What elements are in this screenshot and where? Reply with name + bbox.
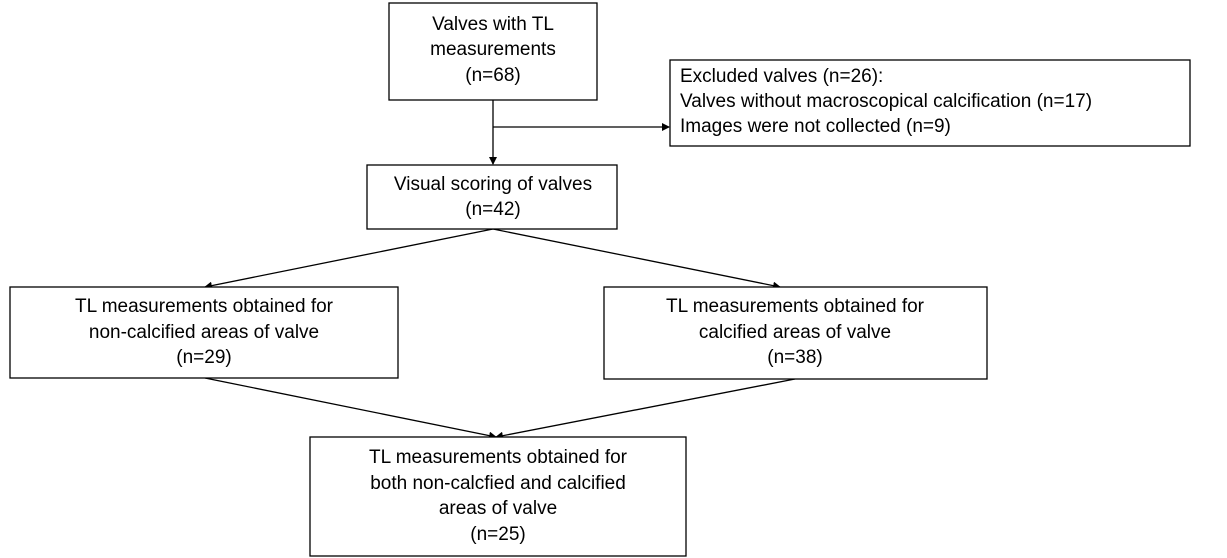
arrow: [204, 228, 494, 290]
node-text: Images were not collected (n=9): [680, 116, 951, 137]
node-box: [9, 286, 399, 379]
node-box: [669, 59, 1191, 147]
node-text: TL measurements obtained for: [75, 296, 334, 317]
node-text: Valves without macroscopical calcificati…: [680, 91, 1092, 112]
arrow: [495, 378, 796, 440]
node-text: calcified areas of valve: [699, 322, 891, 343]
node-box: [366, 164, 618, 230]
node-text: (n=29): [176, 347, 231, 368]
node-text: both non-calcfied and calcified: [370, 473, 626, 494]
node-box: [388, 2, 598, 101]
edges: [204, 100, 796, 440]
arrow: [204, 377, 497, 440]
node-text: (n=25): [470, 524, 525, 545]
node-text: Valves with TL: [432, 14, 554, 35]
node-text: (n=68): [465, 65, 520, 86]
node-text: TL measurements obtained for: [369, 447, 628, 468]
node-text: non-calcified areas of valve: [89, 322, 319, 343]
node-text: Excluded valves (n=26):: [680, 66, 883, 87]
arrow: [492, 228, 781, 290]
node-text: Visual scoring of valves: [394, 174, 592, 195]
node-box: [309, 436, 687, 557]
node-text: measurements: [430, 39, 556, 60]
node-text: TL measurements obtained for: [666, 296, 925, 317]
node-box: [603, 286, 988, 380]
node-text: areas of valve: [439, 498, 557, 519]
node-text: (n=42): [465, 199, 520, 220]
node-text: (n=38): [767, 347, 822, 368]
